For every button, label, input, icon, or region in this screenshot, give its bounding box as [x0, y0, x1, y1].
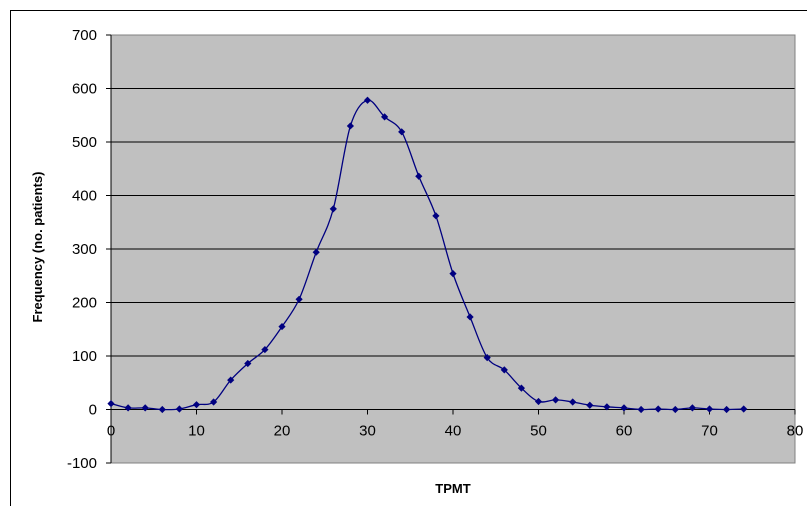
data-point [227, 376, 235, 384]
x-axis-ticks: 0 10 20 30 40 50 60 70 80 [107, 409, 804, 440]
data-point [107, 400, 115, 408]
data-point [500, 366, 508, 374]
x-tick-label: 80 [787, 423, 804, 440]
data-point [723, 405, 731, 414]
x-tick-label: 60 [616, 423, 633, 440]
data-point [244, 359, 252, 368]
data-point [346, 122, 354, 130]
y-axis-ticks: -100 0 100 200 300 400 500 600 700 [67, 27, 111, 472]
data-point [637, 405, 645, 414]
data-point [192, 401, 201, 409]
y-tick-label: 500 [72, 134, 97, 151]
data-point [449, 270, 457, 278]
data-point [671, 405, 679, 414]
data-point [158, 405, 166, 414]
data-point [124, 404, 132, 412]
data-point [483, 354, 491, 362]
y-tick-label: 0 [89, 402, 97, 419]
y-tick-label: 300 [72, 241, 97, 258]
data-point [654, 405, 662, 413]
y-tick-label: 100 [72, 348, 97, 365]
data-point [398, 128, 406, 136]
data-point [295, 295, 303, 303]
data-point [141, 404, 149, 412]
x-tick-label: 30 [359, 423, 376, 440]
data-point [278, 322, 286, 331]
chart-frame [10, 10, 807, 506]
y-tick-label: 200 [72, 295, 97, 312]
y-tick-label: 600 [72, 81, 97, 98]
x-tick-label: 0 [107, 423, 115, 440]
data-point [415, 172, 423, 180]
series-markers [107, 96, 748, 414]
x-tick-label: 50 [530, 423, 547, 440]
x-axis-title: TPMT [435, 481, 470, 496]
data-point [705, 405, 714, 413]
data-point [381, 113, 389, 121]
y-tick-label: -100 [67, 455, 97, 472]
x-tick-label: 70 [701, 423, 718, 440]
data-point [688, 404, 696, 412]
data-point [586, 401, 594, 409]
data-point [175, 405, 183, 413]
x-tick-label: 10 [188, 423, 205, 440]
y-axis-title: Frequency (no. patients) [30, 172, 45, 323]
y-tick-label: 400 [72, 188, 97, 205]
data-point [740, 405, 748, 413]
y-tick-label: 700 [72, 27, 97, 44]
data-point [329, 205, 337, 213]
data-point [210, 398, 218, 406]
x-tick-label: 40 [445, 423, 462, 440]
data-point [603, 403, 611, 411]
data-point [261, 345, 269, 354]
data-point [534, 397, 543, 406]
data-point [363, 96, 372, 104]
data-point [620, 404, 628, 412]
data-point [432, 212, 440, 220]
data-point [466, 313, 474, 321]
data-point [569, 398, 577, 406]
data-point [517, 384, 525, 392]
data-point [552, 396, 560, 404]
x-tick-label: 20 [274, 423, 291, 440]
data-point [312, 248, 320, 256]
